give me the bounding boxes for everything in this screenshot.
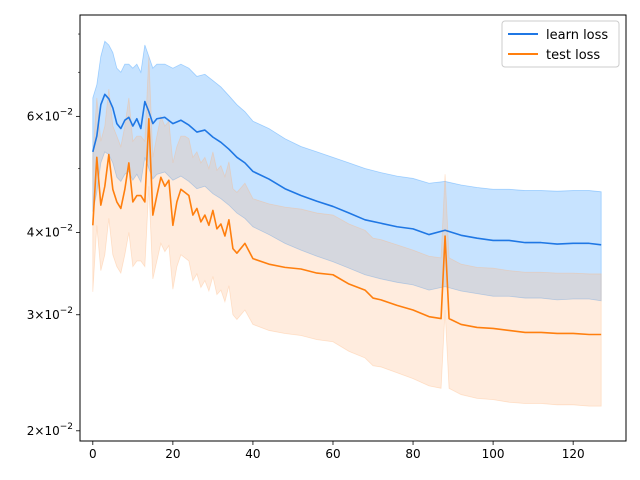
y-tick-label: 4×10−2 [27,223,73,239]
legend-box [501,20,620,68]
y-tick-label: 2×10−2 [27,422,73,438]
test-loss-band [92,56,602,407]
y-tick-label: 6×10−2 [27,107,73,123]
plot-frame [79,14,627,442]
y-axis: 2×10−2 3×10−2 4×10−2 6×10−2 [27,33,80,438]
x-tick-label: 80 [405,447,420,461]
test-loss-line [92,117,602,336]
x-tick-label: 100 [482,447,505,461]
y-tick-label: 3×10−2 [27,306,73,322]
confidence-bands [92,40,602,407]
learn-loss-band [92,40,602,302]
x-tick-label: 120 [562,447,585,461]
learn-loss-legend-label: learn loss [546,28,608,43]
x-tick-label: 60 [325,447,340,461]
test-loss-legend-label: test loss [546,48,600,63]
x-tick-label: 20 [165,447,180,461]
legend: learn loss test loss [501,20,620,68]
x-tick-label: 0 [89,447,97,461]
x-axis: 0 20 40 60 80 100 120 [89,441,585,461]
learn-loss-line [92,93,602,246]
x-tick-label: 40 [245,447,260,461]
series-lines [92,93,602,336]
